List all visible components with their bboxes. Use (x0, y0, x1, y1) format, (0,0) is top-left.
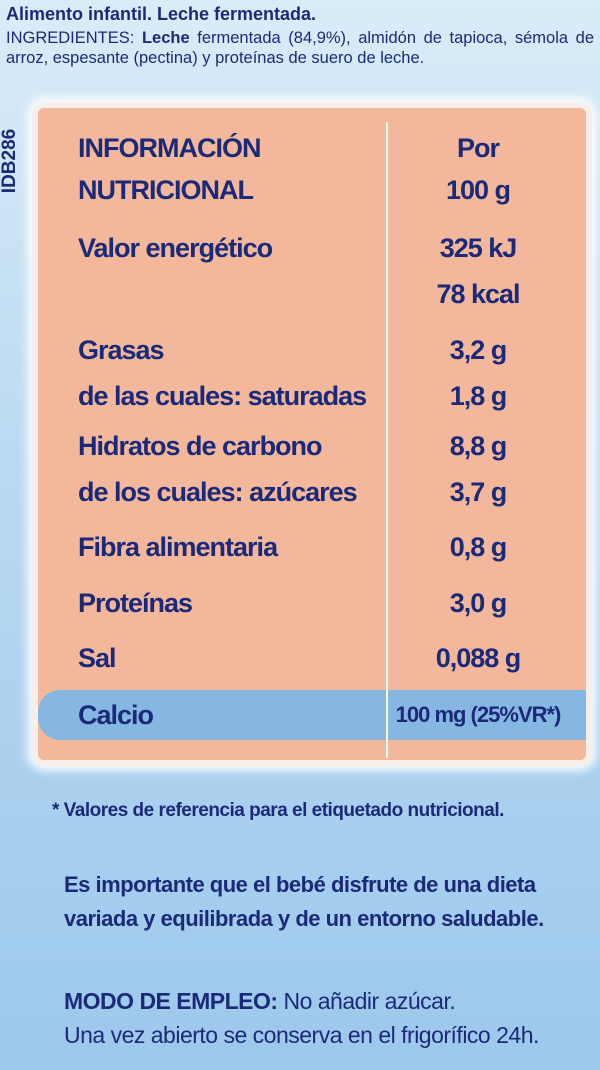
ingredients: INGREDIENTES: Leche fermentada (84,9%), … (6, 28, 594, 68)
nutrition-table (38, 108, 586, 760)
row-value: 78 kcal (436, 279, 520, 309)
side-code: IDB286 (0, 128, 21, 194)
highlight-band (38, 690, 586, 740)
header-value: 100 g (445, 175, 511, 205)
row-value: 3,7 g (449, 477, 508, 507)
row-value: 8,8 g (449, 431, 508, 461)
row-value: 0,088 g (435, 643, 522, 673)
row-value: 3,2 g (449, 335, 508, 365)
row-label: Fibra alimentaria (78, 532, 278, 562)
ingredients-highlight: Leche (141, 29, 190, 47)
usage-label: MODO DE EMPLEO: (64, 988, 278, 1014)
footnote: * Valores de referencia para el etiqueta… (52, 800, 504, 821)
row-label: Grasas (78, 335, 165, 365)
usage-storage: Una vez abierto se conserva en el frigor… (64, 1022, 539, 1048)
row-value: 100 mg (25%VR*) (395, 702, 562, 727)
row-label: Calcio (78, 700, 154, 730)
usage-text: No añadir azúcar. (283, 988, 456, 1014)
row-label: Sal (78, 643, 117, 673)
product-title: Alimento infantil. Leche fermentada. (6, 4, 317, 24)
row-label: de los cuales: azúcares (78, 477, 358, 507)
row-label: Proteínas (78, 588, 193, 618)
row-value: 1,8 g (449, 381, 508, 411)
note: Es importante que el bebé disfrute de un… (64, 872, 544, 931)
ingredients-text: fermentada (84,9%), almidón de tapioca, … (6, 29, 594, 67)
row-value: 3,0 g (449, 588, 508, 618)
row-label: Valor energético (78, 233, 273, 263)
header-label: INFORMACIÓN (78, 133, 261, 163)
header-label: NUTRICIONAL (78, 175, 254, 205)
column-divider (386, 122, 388, 758)
ingredients-label: INGREDIENTES: (6, 29, 135, 47)
row-value: 325 kJ (439, 233, 518, 263)
header-value: Por (456, 133, 500, 163)
usage: MODO DE EMPLEO: No añadir azúcar. (64, 988, 456, 1015)
row-label: de las cuales: saturadas (78, 381, 367, 411)
row-value: 0,8 g (449, 532, 508, 562)
row-label: Hidratos de carbono (78, 431, 323, 461)
